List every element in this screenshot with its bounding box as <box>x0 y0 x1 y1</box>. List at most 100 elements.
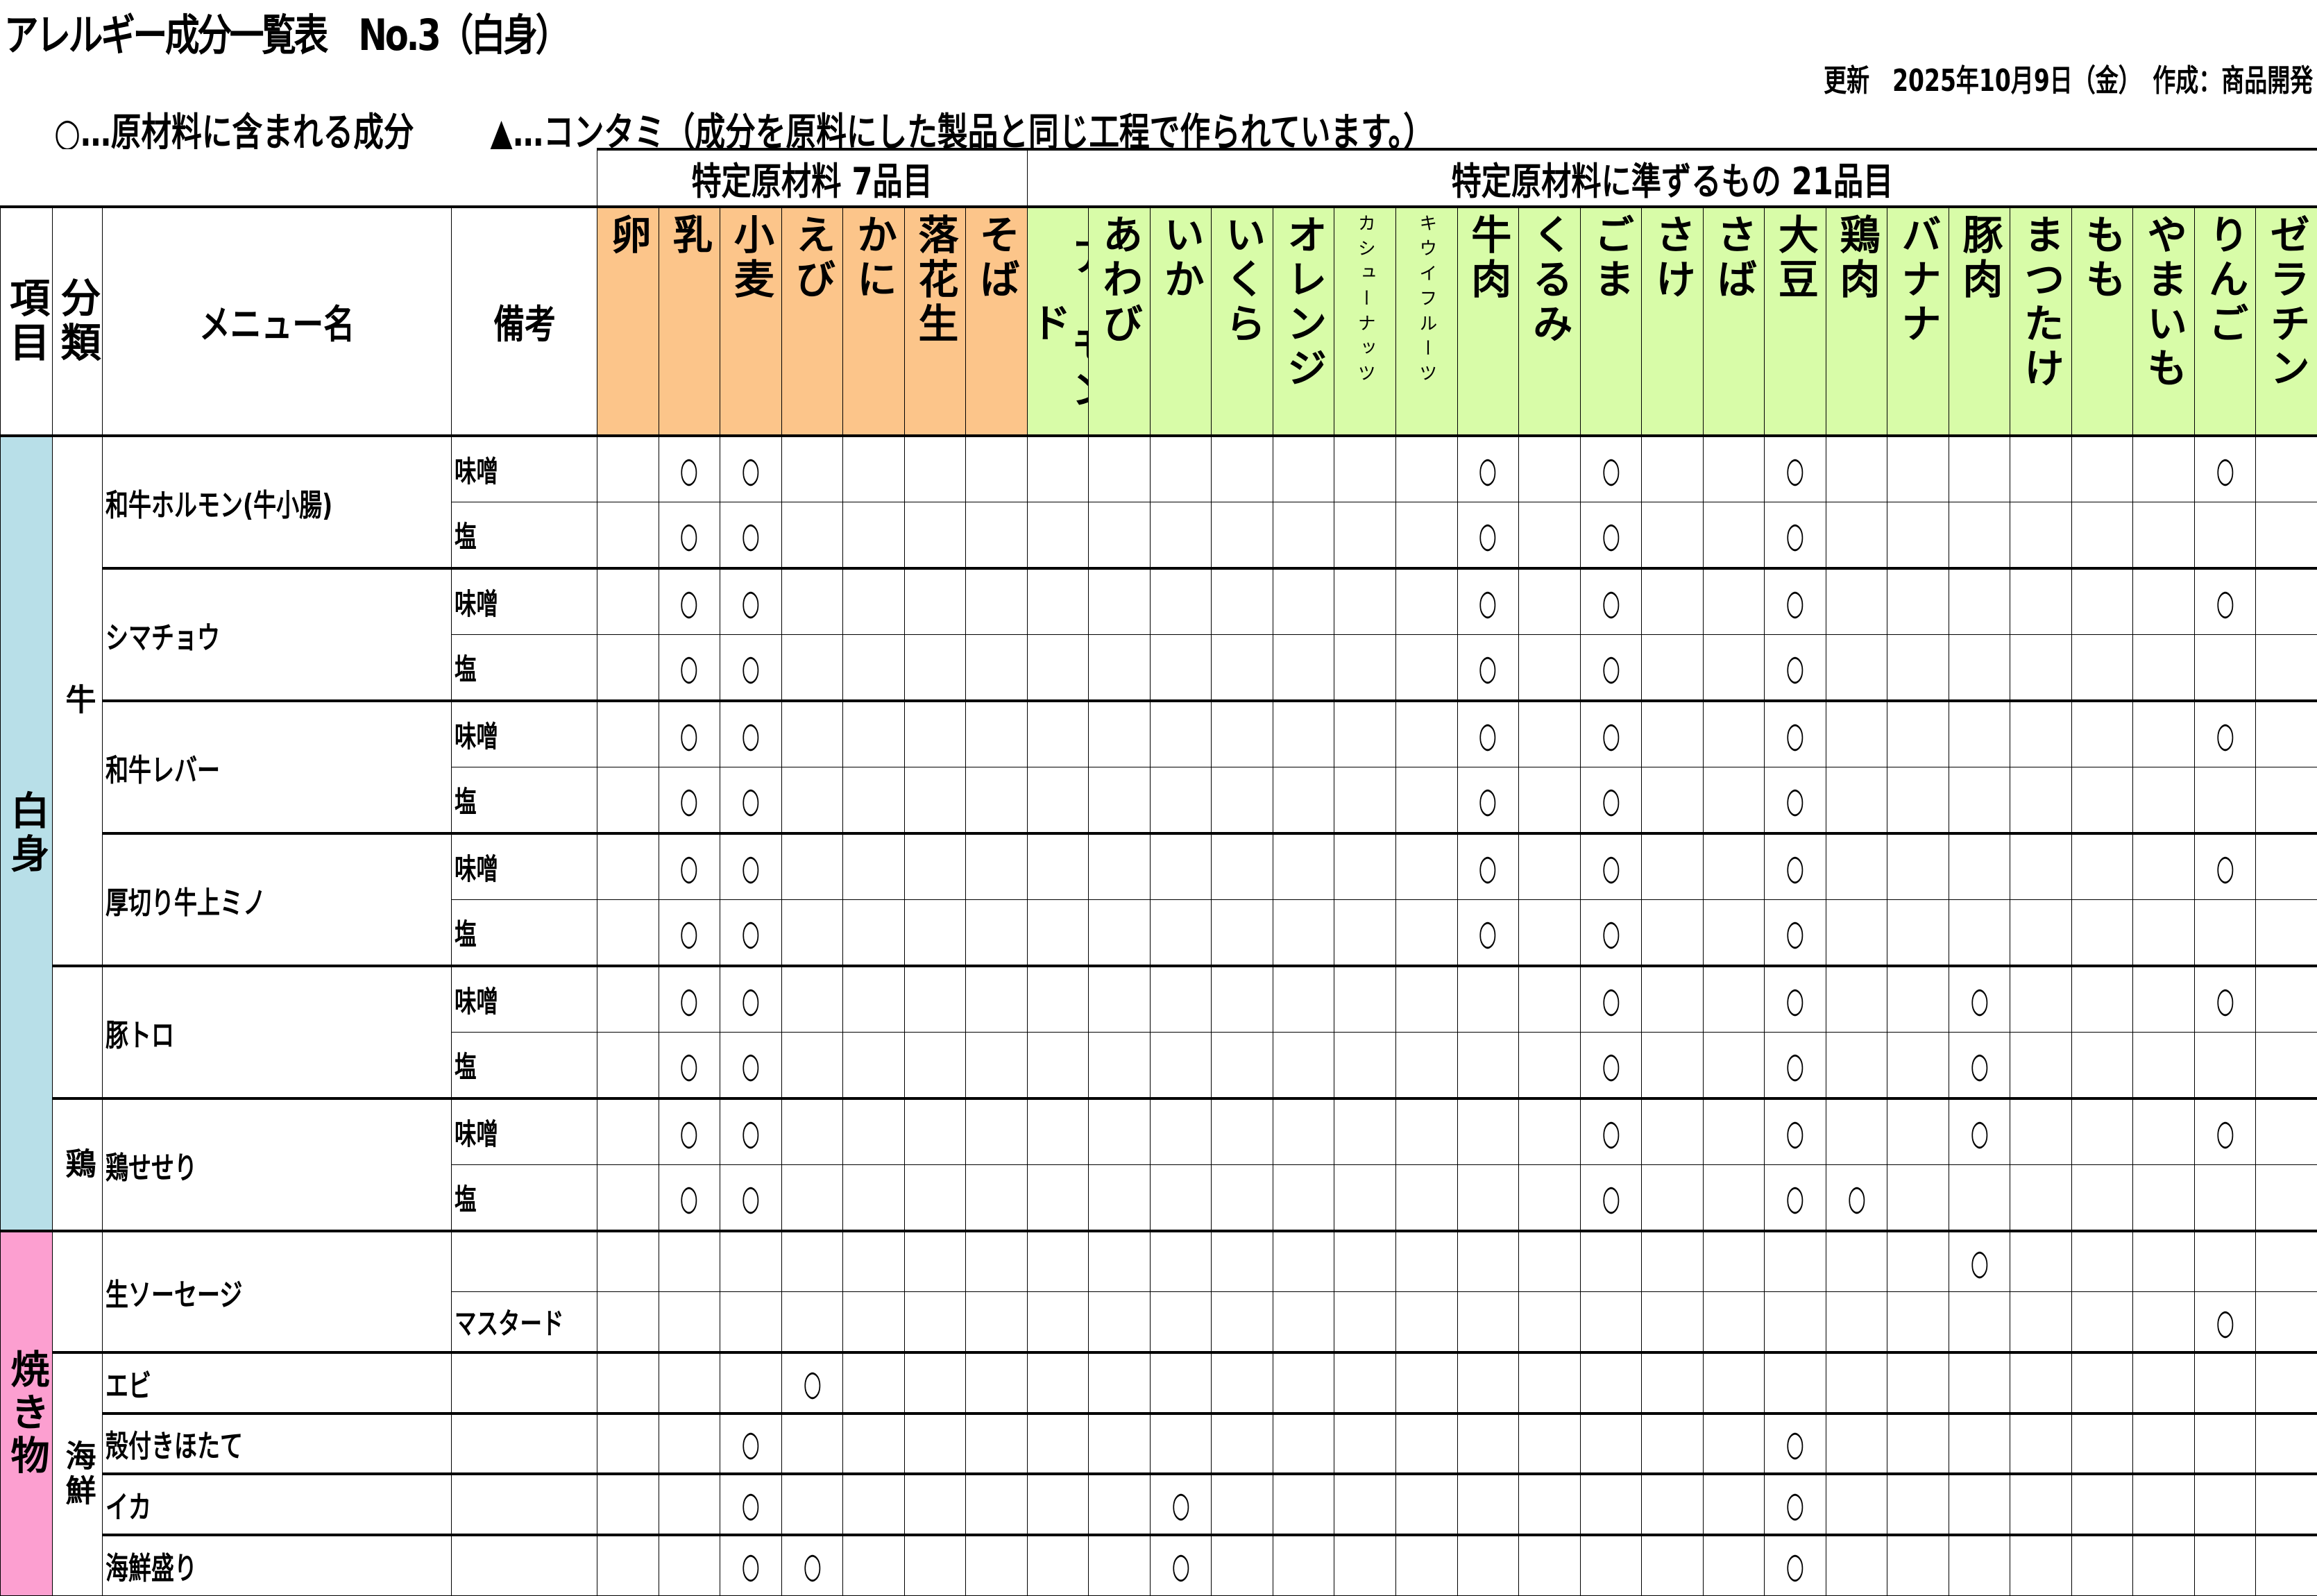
allergen-mark <box>1089 1033 1151 1099</box>
allergen-mark <box>1826 1292 1887 1353</box>
allergen-mark <box>2194 1231 2256 1292</box>
allergen-mark: ○ <box>1765 833 1826 900</box>
allergen-mark <box>966 900 1028 967</box>
allergen-mark <box>1273 1292 1334 1353</box>
allergen-mark: ○ <box>1580 833 1642 900</box>
allergen-mark <box>2194 1414 2256 1475</box>
allergen-mark <box>1089 1352 1151 1414</box>
note-cell: 塩 <box>452 1033 597 1099</box>
allergen-mark <box>597 502 659 569</box>
allergen-mark <box>1212 1414 1273 1475</box>
allergen-mark <box>1089 1165 1151 1232</box>
allergen-mark <box>1089 767 1151 834</box>
allergen-mark <box>1457 1098 1519 1165</box>
allergen-mark <box>1642 1474 1704 1535</box>
allergen-mark <box>2194 900 2256 967</box>
allergen-mark <box>1395 1474 1457 1535</box>
allergen-mark <box>659 1231 720 1292</box>
allergen-mark <box>1703 1292 1765 1353</box>
allergen-mark <box>597 1098 659 1165</box>
allergen-mark <box>1273 1535 1334 1596</box>
allergen-mark <box>1887 1292 1949 1353</box>
allergen-mark <box>2256 635 2317 702</box>
allergen-mark <box>2071 1535 2133 1596</box>
allergen-mark <box>1334 1414 1396 1475</box>
allergen-mark: ○ <box>2194 701 2256 767</box>
allergen-mark <box>1273 502 1334 569</box>
allergen-mark: ○ <box>1580 568 1642 635</box>
allergen-mark <box>1519 701 1581 767</box>
allergen-mark <box>1027 1535 1089 1596</box>
allergen-mark <box>2071 502 2133 569</box>
allergen-mark: ○ <box>1580 635 1642 702</box>
note-cell: 味噌 <box>452 833 597 900</box>
allergen-mark <box>1212 436 1273 502</box>
allergen-mark: ○ <box>2194 1292 2256 1353</box>
allergen-mark <box>1089 1474 1151 1535</box>
allergen-mark <box>2133 1098 2195 1165</box>
table-row: 鶏鶏せせり味噌○○○○○○ <box>1 1098 2317 1165</box>
allergen-mark <box>1395 1535 1457 1596</box>
allergen-mark <box>1273 833 1334 900</box>
allergen-mark <box>904 568 966 635</box>
allergen-mark <box>1949 1535 2010 1596</box>
table-row: 海鮮エビ○ <box>1 1352 2317 1414</box>
allergen-mark <box>659 1292 720 1353</box>
allergen-mark <box>1519 502 1581 569</box>
allergen-mark: ○ <box>1765 701 1826 767</box>
allergen-mark <box>597 635 659 702</box>
allergen-mark <box>904 701 966 767</box>
group-header: 特定原材料 7品目 <box>597 149 1028 207</box>
allergen-mark <box>2071 1165 2133 1232</box>
allergen-header: くるみ <box>1519 207 1581 436</box>
allergen-mark <box>2256 900 2317 967</box>
allergen-mark <box>2071 568 2133 635</box>
allergen-mark <box>1519 635 1581 702</box>
allergen-mark <box>1150 1292 1212 1353</box>
allergen-header: さけ <box>1642 207 1704 436</box>
allergen-mark: ○ <box>1826 1165 1887 1232</box>
menu-name: イカ <box>103 1474 452 1535</box>
allergen-mark <box>966 1292 1028 1353</box>
allergen-mark <box>1580 1474 1642 1535</box>
allergen-mark: ○ <box>1457 833 1519 900</box>
allergen-mark <box>597 701 659 767</box>
allergen-mark <box>1334 1033 1396 1099</box>
allergen-mark <box>966 833 1028 900</box>
allergen-mark <box>1212 767 1273 834</box>
allergen-mark <box>843 568 905 635</box>
allergen-mark <box>1949 1414 2010 1475</box>
allergen-mark <box>1887 1414 1949 1475</box>
allergen-mark <box>1334 1292 1396 1353</box>
allergen-mark <box>1642 1165 1704 1232</box>
allergen-mark <box>904 900 966 967</box>
note-cell: 塩 <box>452 1165 597 1232</box>
allergen-mark <box>597 1352 659 1414</box>
allergen-header: 小麦 <box>720 207 782 436</box>
allergen-mark <box>1027 1474 1089 1535</box>
allergen-mark <box>1334 1165 1396 1232</box>
menu-name: シマチョウ <box>103 568 452 701</box>
allergen-mark <box>1826 635 1887 702</box>
allergen-mark <box>2010 568 2072 635</box>
allergen-mark <box>1826 568 1887 635</box>
allergen-mark <box>1826 767 1887 834</box>
allergen-mark <box>2133 900 2195 967</box>
allergen-mark <box>1949 1474 2010 1535</box>
allergen-mark: ○ <box>1580 436 1642 502</box>
allergen-mark <box>966 1033 1028 1099</box>
allergen-header: かに <box>843 207 905 436</box>
allergen-mark <box>781 900 843 967</box>
allergen-mark: ○ <box>1580 900 1642 967</box>
allergen-mark <box>904 436 966 502</box>
allergen-mark <box>966 1098 1028 1165</box>
allergen-mark <box>1887 1098 1949 1165</box>
allergen-mark <box>1826 1535 1887 1596</box>
allergen-mark <box>1212 1474 1273 1535</box>
allergen-mark <box>2256 1165 2317 1232</box>
allergen-mark <box>1027 1352 1089 1414</box>
allergen-mark <box>1089 900 1151 967</box>
allergen-mark <box>843 767 905 834</box>
allergen-mark <box>2256 1098 2317 1165</box>
allergen-mark <box>1519 767 1581 834</box>
